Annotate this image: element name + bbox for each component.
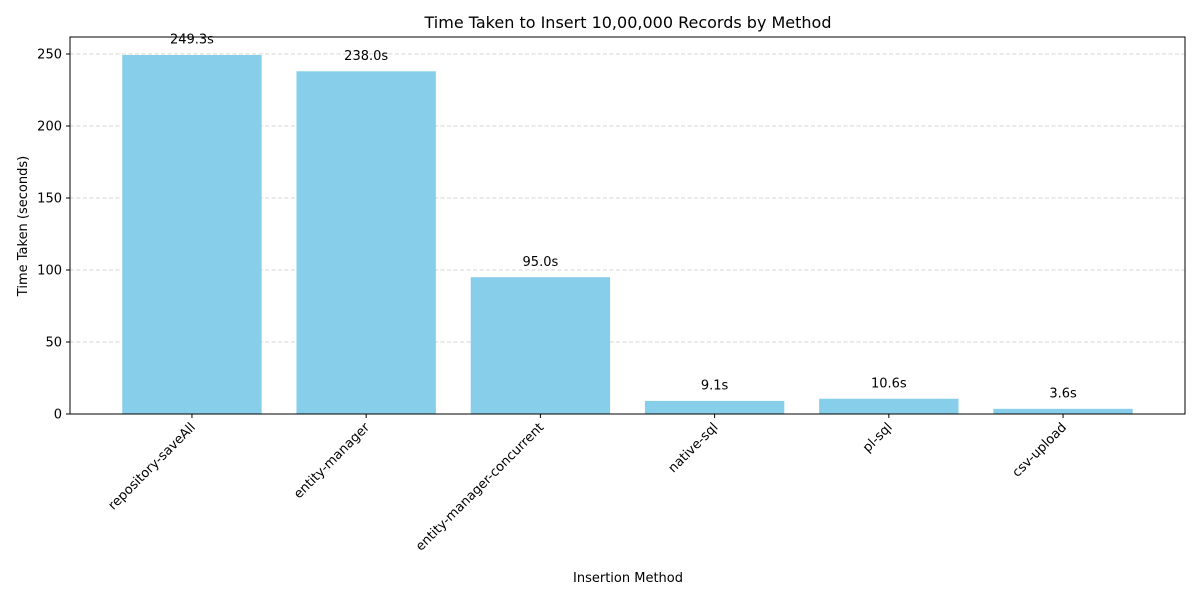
y-axis-ticks: 0 50 100 150 200 250 bbox=[37, 47, 70, 423]
data-labels: 249.3s 238.0s 95.0s 9.1s 10.6s 3.6s bbox=[170, 33, 1077, 402]
chart-title: Time Taken to Insert 10,00,000 Records b… bbox=[424, 13, 832, 32]
bar bbox=[819, 398, 959, 414]
data-label: 249.3s bbox=[170, 33, 214, 48]
bar bbox=[993, 408, 1133, 414]
bar bbox=[122, 55, 262, 415]
data-label: 238.0s bbox=[344, 49, 388, 64]
plot-frame bbox=[69, 36, 1186, 415]
y-tick-label: 50 bbox=[45, 335, 62, 350]
bar bbox=[470, 277, 611, 414]
bar bbox=[296, 71, 436, 414]
bar bbox=[644, 400, 785, 414]
y-tick-label: 200 bbox=[37, 119, 62, 134]
y-tick-label: 0 bbox=[54, 408, 62, 423]
data-label: 9.1s bbox=[701, 379, 729, 394]
data-label: 3.6s bbox=[1049, 387, 1077, 402]
bars bbox=[122, 55, 1133, 415]
data-label: 10.6s bbox=[871, 376, 907, 391]
data-label: 95.0s bbox=[523, 255, 559, 270]
x-axis-label: Insertion Method bbox=[573, 571, 683, 586]
y-tick-label: 100 bbox=[37, 263, 62, 278]
y-tick-label: 250 bbox=[37, 47, 62, 62]
y-axis-label: Time Taken (seconds) bbox=[16, 156, 31, 297]
y-tick-label: 150 bbox=[37, 191, 62, 206]
